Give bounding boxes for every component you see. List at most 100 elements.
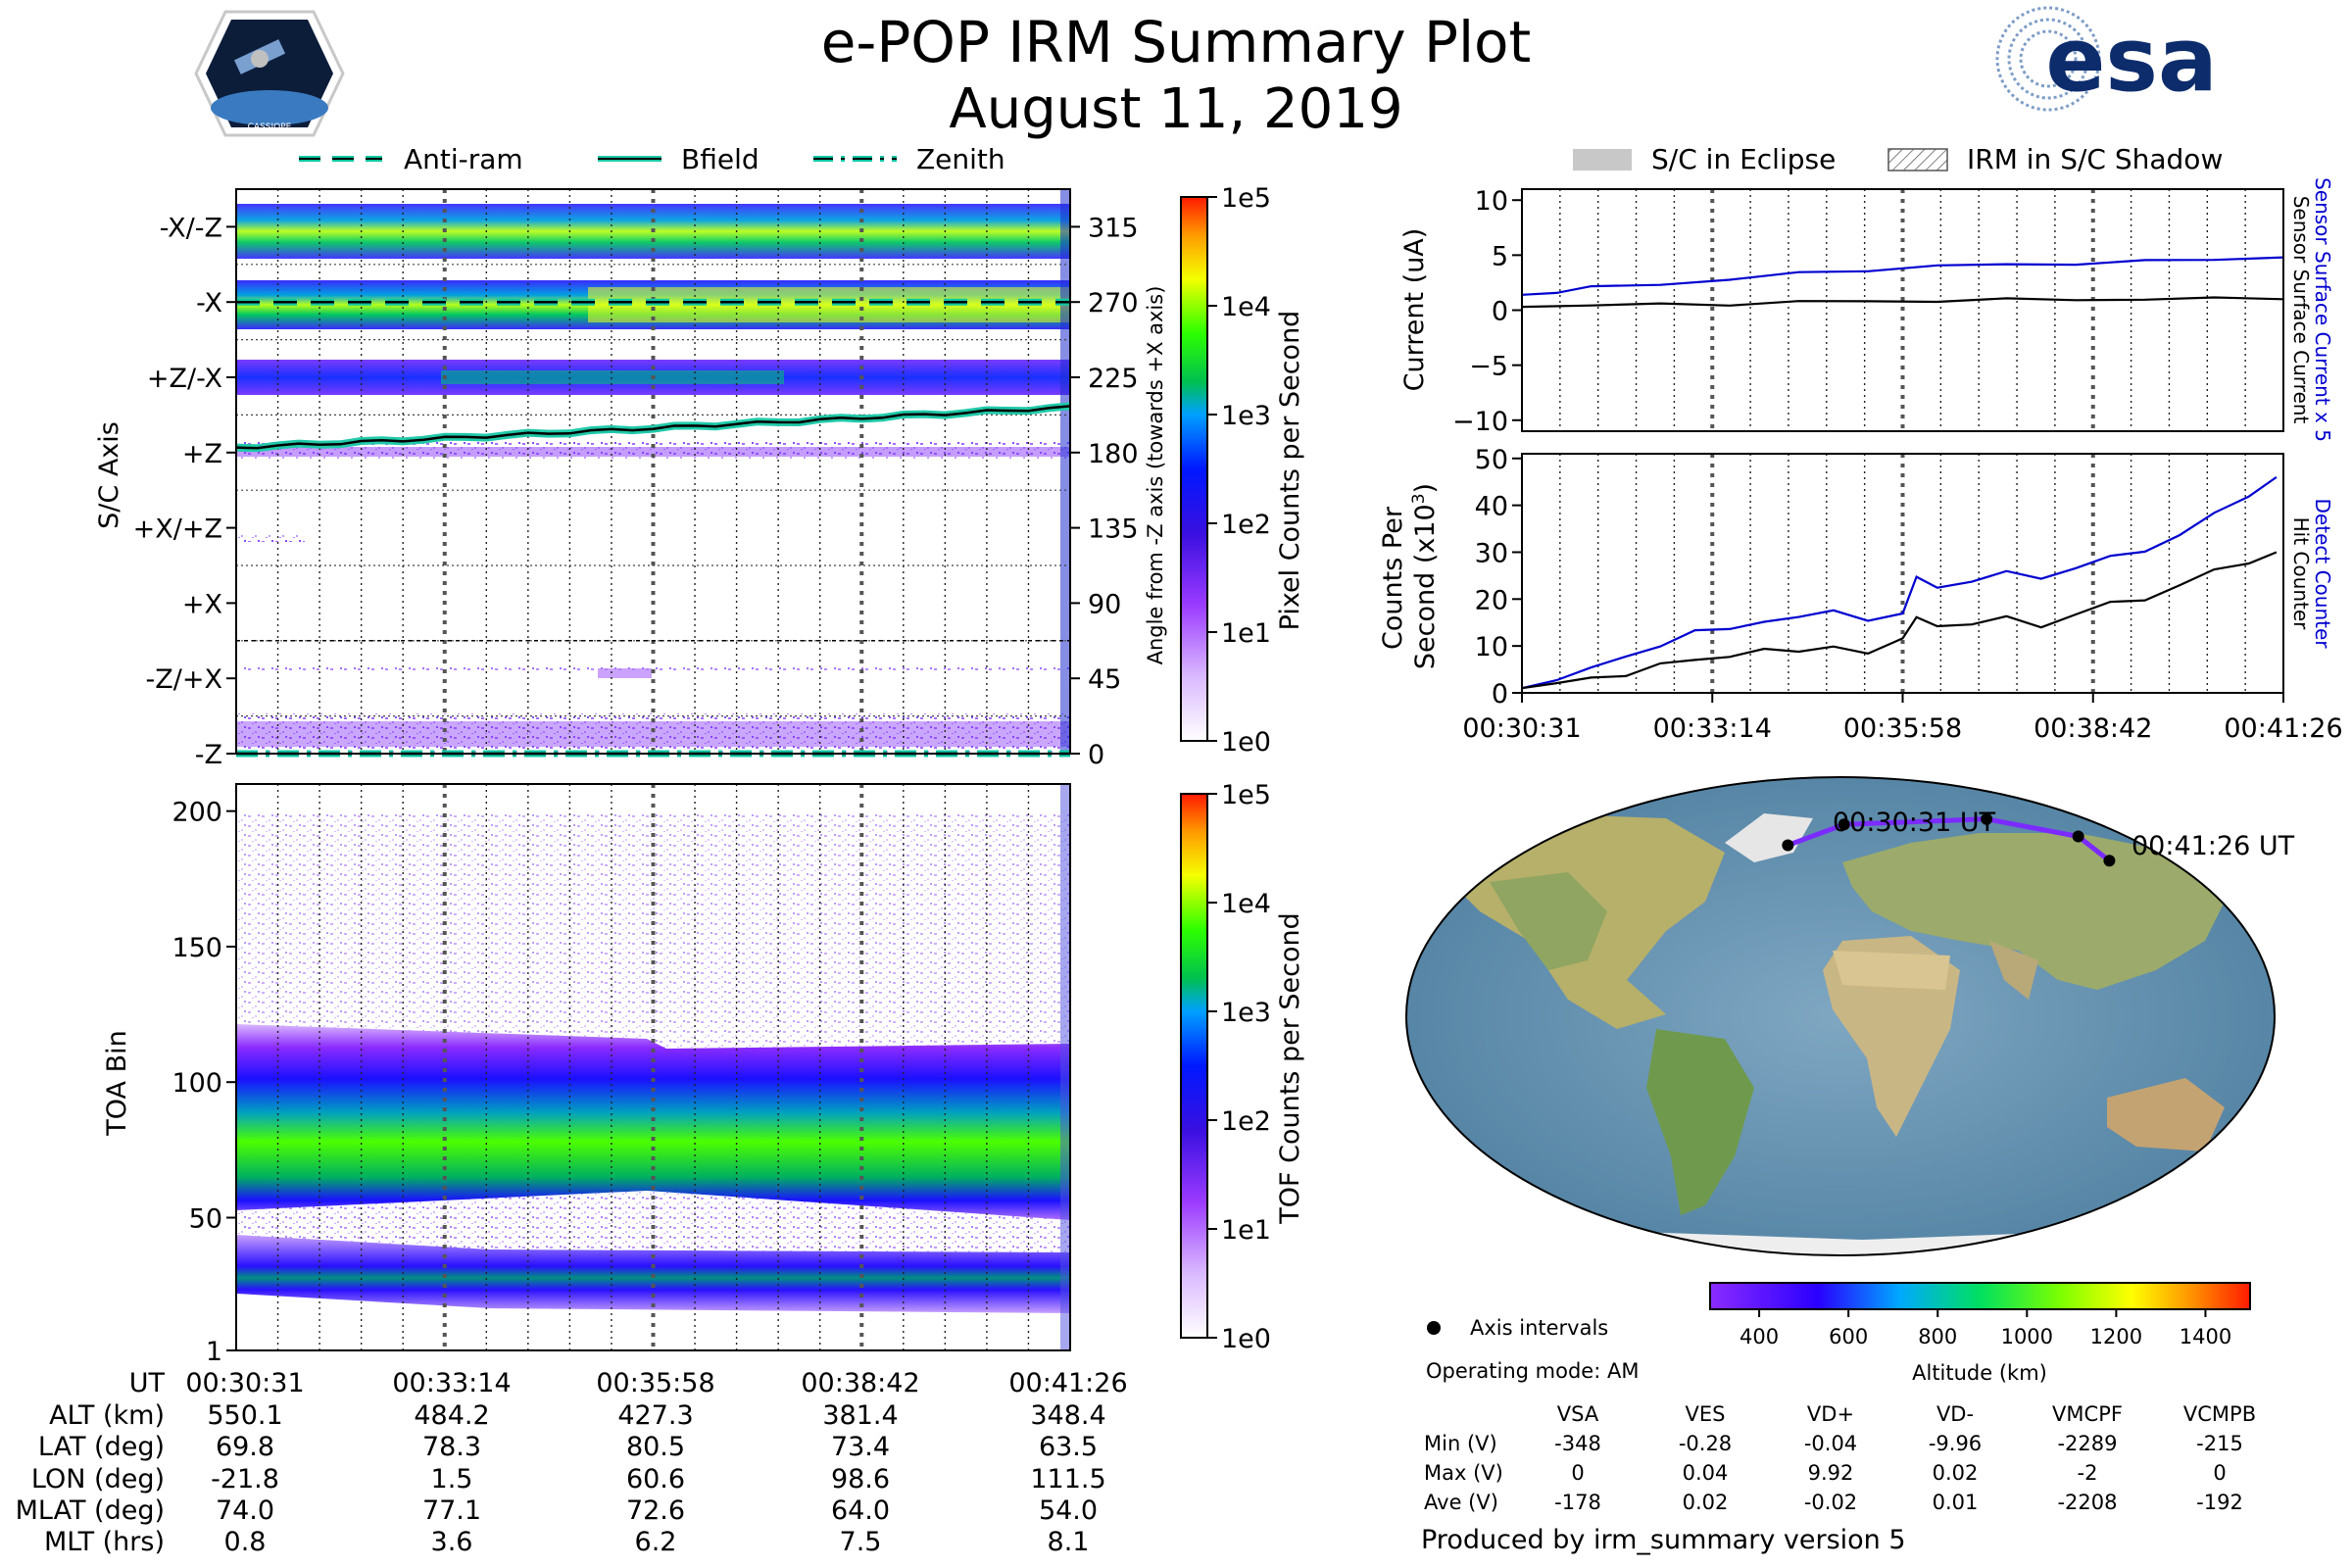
colorbar-tick-label: 1e4 xyxy=(1221,889,1271,919)
voltage-cell: -0.02 xyxy=(1804,1491,1857,1514)
sc-left-tick-label: -Z xyxy=(195,740,222,770)
sc-left-tick-label: +X xyxy=(182,589,222,619)
counts-ylabel-exp: 3 xyxy=(1409,493,1429,504)
sc-axis-right-label: Angle from -Z axis (towards +X axis) xyxy=(1144,286,1167,665)
ephemeris-cell: 484.2 xyxy=(414,1400,489,1431)
colorbar-tick-label: 1e1 xyxy=(1221,618,1271,649)
ephemeris-cell: 348.4 xyxy=(1030,1400,1105,1431)
colorbar-tick-label: 1e3 xyxy=(1221,998,1271,1028)
sc-left-tick-label: -X xyxy=(196,288,222,318)
colorbar-tick-label: 1e1 xyxy=(1221,1215,1271,1246)
page-title: e-POP IRM Summary Plot xyxy=(820,9,1532,75)
voltage-header: VES xyxy=(1686,1402,1726,1426)
toa-grid xyxy=(276,784,1030,1350)
ephemeris-row-label: MLAT (deg) xyxy=(16,1495,165,1526)
ephemeris-time: 00:30:31 xyxy=(185,1368,304,1398)
voltage-cell: -192 xyxy=(2196,1491,2243,1514)
sc-left-tick-label: +Z/-X xyxy=(147,364,222,394)
colorbar-tick-label: 1e0 xyxy=(1221,727,1271,758)
voltage-header: VD- xyxy=(1936,1402,1974,1426)
sc-right-tick-label: 0 xyxy=(1088,740,1104,770)
altitude-tick-label: 1000 xyxy=(2001,1325,2053,1348)
orbit-point xyxy=(1981,812,1993,825)
toa-tick-label: 200 xyxy=(172,798,222,828)
current-right-label-black: Sensor Surface Current xyxy=(2289,196,2313,424)
counts-ylabel-line1: Counts Per xyxy=(1378,506,1408,650)
ephemeris-row-label: LAT (deg) xyxy=(38,1432,165,1462)
current-tick-label: −5 xyxy=(1469,352,1508,382)
voltage-header: VMCPF xyxy=(2052,1402,2123,1426)
ephemeris-time: 00:38:42 xyxy=(801,1368,919,1398)
ephemeris-time: 00:35:58 xyxy=(596,1368,714,1398)
counts-tick-label: 20 xyxy=(1475,585,1508,615)
voltage-header: VCMPB xyxy=(2183,1402,2256,1426)
ephemeris-row-label: LON (deg) xyxy=(31,1464,165,1494)
colorbar-tick-label: 1e5 xyxy=(1221,183,1271,214)
voltage-cell: 0.02 xyxy=(1683,1491,1729,1514)
counts-ylabel-a: Second (x10 xyxy=(1410,504,1441,669)
ephemeris-cell: 7.5 xyxy=(840,1527,882,1557)
sc-left-tick-label: +Z xyxy=(182,439,222,469)
counts-series-line-1 xyxy=(1521,551,2278,690)
ephemeris-cell: 0.8 xyxy=(224,1527,267,1557)
voltage-row-label: Ave (V) xyxy=(1424,1491,1498,1514)
ephemeris-cell: 74.0 xyxy=(216,1495,274,1526)
voltage-cell: 0.04 xyxy=(1683,1461,1729,1485)
ephemeris-cell: 111.5 xyxy=(1030,1464,1105,1494)
pixel-colorbar-label: Pixel Counts per Second xyxy=(1275,311,1305,631)
voltage-cell: -0.04 xyxy=(1804,1432,1857,1455)
voltage-cell: -2208 xyxy=(2057,1491,2117,1514)
ephemeris-cell: 60.6 xyxy=(626,1464,685,1494)
ephemeris-cell: -21.8 xyxy=(211,1464,279,1494)
axis-intervals-label: Axis intervals xyxy=(1470,1316,1608,1340)
orbit-start-label: 00:30:31 UT xyxy=(1833,808,1996,838)
ephemeris-cell: 63.5 xyxy=(1039,1432,1098,1462)
esa-logo: esa xyxy=(1995,6,2218,112)
ephemeris-cell: 69.8 xyxy=(216,1432,274,1462)
ephemeris-cell: 3.6 xyxy=(431,1527,473,1557)
ephemeris-cell: 1.5 xyxy=(431,1464,473,1494)
voltage-cell: -178 xyxy=(1554,1491,1601,1514)
sc-left-tick-label: -Z/+X xyxy=(146,664,222,695)
ephemeris-cell: 6.2 xyxy=(635,1527,677,1557)
voltage-cell: 9.92 xyxy=(1808,1461,1854,1485)
voltage-cell: -215 xyxy=(2196,1432,2243,1455)
colorbar-tick-label: 1e2 xyxy=(1221,1106,1271,1137)
current-right-label-blue: Sensor Surface Current x 5 xyxy=(2311,177,2334,442)
orbit-end-label: 00:41:26 UT xyxy=(2132,831,2295,861)
ephemeris-row-label: ALT (km) xyxy=(49,1400,165,1431)
sc-right-tick-label: 135 xyxy=(1088,514,1139,545)
colorbar-tick-label: 1e4 xyxy=(1221,292,1271,322)
axis-interval-marker xyxy=(1427,1321,1441,1335)
counts-right-label-blue: Detect Counter xyxy=(2311,499,2334,650)
legend-item-shadow: IRM in S/C Shadow xyxy=(1967,143,2223,175)
sc-axis-panel: 315 -X/-Z 270 -X 225 +Z/-X 180 +Z 135 +X/+Z 90 +X 45… xyxy=(94,188,1167,770)
counts-xtick-label: 00:35:58 xyxy=(1843,713,1962,744)
counts-series-line-0 xyxy=(1521,475,2278,690)
orbit-map: 00:30:31 UT 00:41:26 UT xyxy=(1405,776,2295,1256)
colorbar-tick-label: 1e3 xyxy=(1221,401,1271,431)
operating-mode: Operating mode: AM xyxy=(1426,1359,1639,1383)
sc-left-tick-label: +X/+Z xyxy=(133,514,222,545)
orbit-track xyxy=(1782,812,2116,867)
current-series-line-0 xyxy=(1521,256,2284,296)
sc-right-tick-label: 315 xyxy=(1088,213,1139,243)
orbit-point xyxy=(2103,855,2116,867)
sc-axis-ylabel: S/C Axis xyxy=(94,421,124,529)
counts-tick-label: 30 xyxy=(1475,538,1508,568)
toa-tick-label: 1 xyxy=(206,1337,222,1367)
sc-axis-ticks: 315 -X/-Z 270 -X 225 +Z/-X 180 +Z 135 +X/+Z 90 +X 45… xyxy=(133,213,1139,770)
current-tick-label: −10 xyxy=(1452,407,1508,437)
bfield-line-core xyxy=(235,405,1071,450)
sc-left-tick-label: -X/-Z xyxy=(160,213,222,243)
altitude-tick-label: 600 xyxy=(1829,1325,1868,1348)
ephemeris-cell: 73.4 xyxy=(831,1432,890,1462)
ephemeris-cell: 64.0 xyxy=(831,1495,890,1526)
legend-item-bfield: Bfield xyxy=(681,143,760,175)
sc-right-tick-label: 270 xyxy=(1088,288,1139,318)
legend-item-eclipse: S/C in Eclipse xyxy=(1651,143,1836,175)
sc-axis-grid xyxy=(236,189,1070,754)
tof-colorbar: 1e0 1e1 1e2 1e3 1e4 1e5 TOF Counts per Second xyxy=(1180,780,1305,1354)
altitude-tick-label: 1200 xyxy=(2090,1325,2142,1348)
